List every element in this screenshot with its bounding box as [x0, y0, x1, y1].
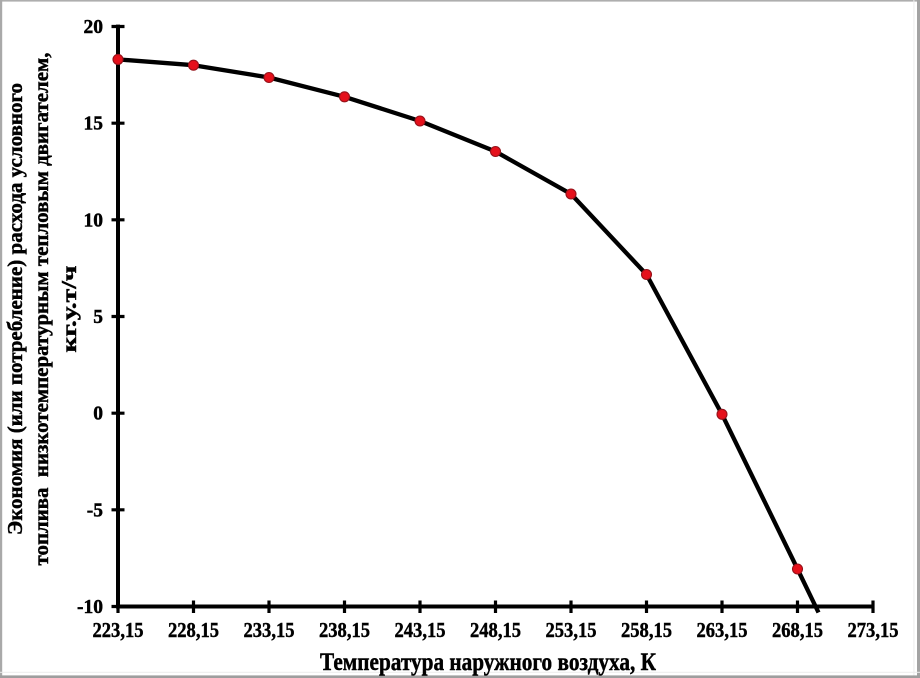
svg-text:238,15: 238,15: [319, 618, 370, 642]
svg-text:10: 10: [84, 210, 104, 231]
svg-text:248,15: 248,15: [470, 618, 521, 642]
svg-text:-10: -10: [77, 597, 103, 618]
svg-text:273,15: 273,15: [848, 618, 899, 642]
svg-text:5: 5: [93, 307, 103, 328]
svg-text:0: 0: [93, 404, 103, 425]
svg-text:223,15: 223,15: [93, 618, 144, 642]
svg-text:20: 20: [84, 17, 104, 38]
svg-text:Экономия (или потребление) рас: Экономия (или потребление) расхода услов…: [3, 83, 27, 535]
svg-text:топлива низкотемпературным те: топлива низкотемпературным тепловым двиг…: [29, 53, 53, 566]
svg-text:кг.у.т/ч: кг.у.т/ч: [57, 265, 81, 352]
svg-text:233,15: 233,15: [244, 618, 295, 642]
svg-text:15: 15: [84, 114, 104, 135]
svg-text:263,15: 263,15: [697, 618, 748, 642]
svg-text:-5: -5: [87, 500, 103, 521]
svg-text:253,15: 253,15: [546, 618, 597, 642]
svg-text:Температура наружного воздуха,: Температура наружного воздуха, К: [320, 647, 656, 676]
svg-text:228,15: 228,15: [168, 618, 219, 642]
svg-text:243,15: 243,15: [395, 618, 446, 642]
svg-text:268,15: 268,15: [772, 618, 823, 642]
svg-text:258,15: 258,15: [621, 618, 672, 642]
